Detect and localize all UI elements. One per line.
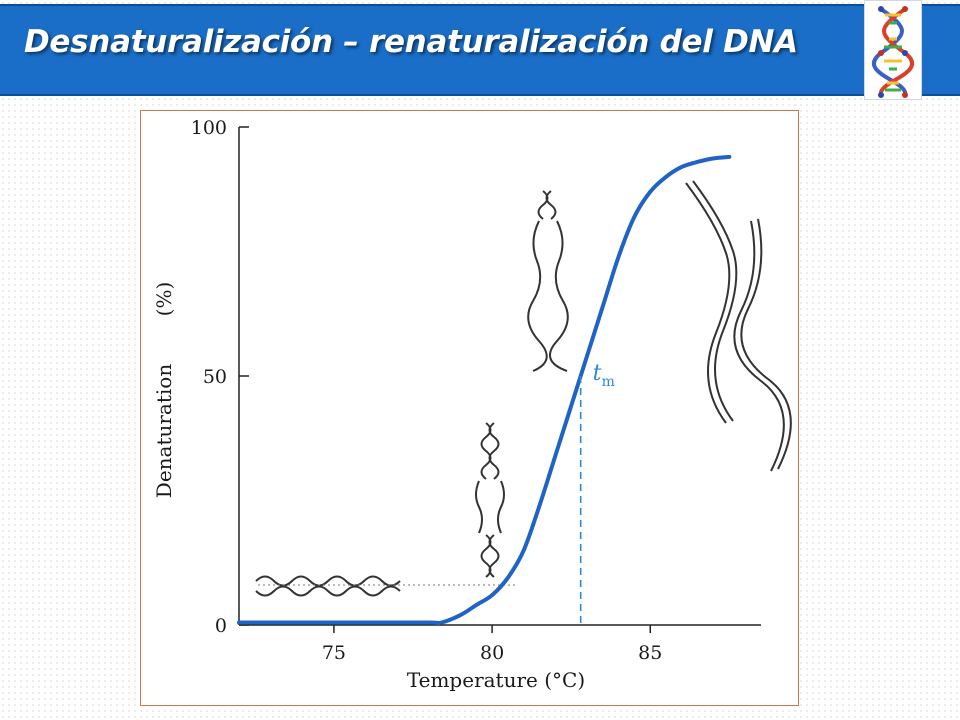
melting-curve-line — [237, 154, 732, 626]
intact-dna-helix-icon — [255, 575, 518, 597]
chart-axes — [238, 127, 761, 626]
y-tick-label: 0 — [215, 615, 227, 637]
title-bar: Desnaturalización – renaturalización del… — [0, 4, 960, 96]
x-tick-label: 75 — [322, 642, 346, 664]
partially-melted-dna-icon — [475, 422, 505, 578]
dna-double-helix-icon — [871, 6, 915, 98]
x-axis-label: Temperature (°C) — [407, 668, 585, 692]
chart-ticks: 75 80 85 0 50 100 — [191, 117, 663, 664]
x-tick-label: 80 — [480, 642, 504, 664]
y-axis-unit: (%) — [152, 282, 176, 317]
tm-annotation-subscript: m — [602, 374, 615, 390]
y-axis-label-group: Denaturation (%) — [152, 282, 176, 499]
y-tick-label: 50 — [203, 366, 227, 388]
tm-annotation-label: t — [593, 361, 602, 386]
separated-single-strands-icon — [685, 180, 792, 472]
mostly-melted-dna-icon — [527, 190, 569, 372]
y-axis-label: Denaturation — [152, 364, 176, 499]
dna-logo — [864, 0, 922, 100]
chart-series — [237, 154, 732, 626]
x-tick-label: 85 — [638, 642, 662, 664]
y-tick-label: 100 — [191, 117, 227, 139]
slide-title: Desnaturalización – renaturalización del… — [24, 24, 798, 60]
